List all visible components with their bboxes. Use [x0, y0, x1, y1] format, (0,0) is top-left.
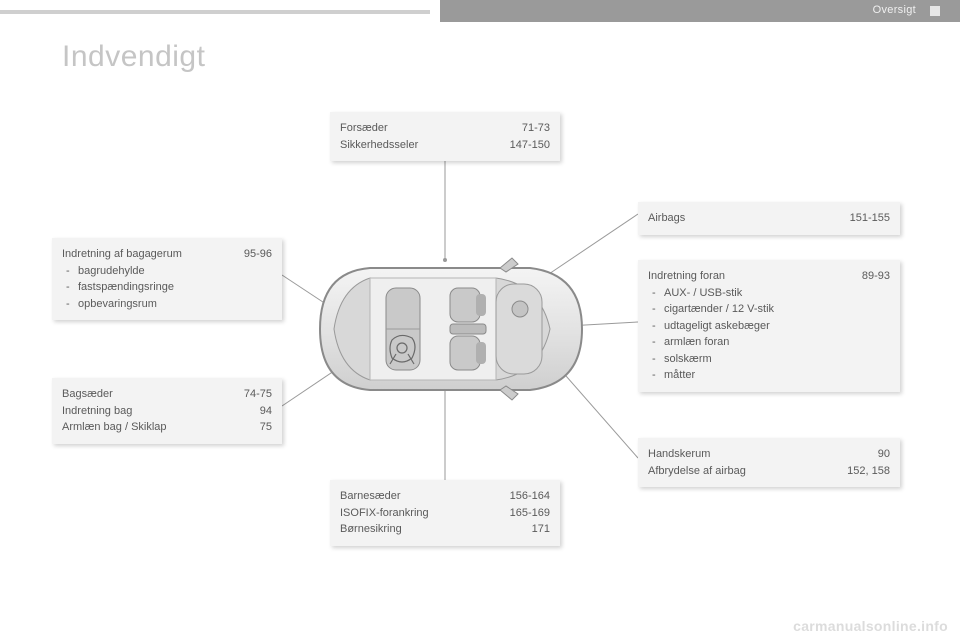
- header-left-rule: [0, 10, 430, 14]
- page-indicator: [930, 6, 940, 16]
- label: ISOFIX-forankring: [340, 505, 429, 522]
- label: Afbrydelse af airbag: [648, 463, 746, 480]
- label: Handskerum: [648, 446, 710, 463]
- box-luggage: Indretning af bagagerum 95-96 bagrudehyld…: [52, 238, 282, 320]
- pages: 165-169: [510, 505, 550, 522]
- pages: 95-96: [244, 246, 272, 263]
- bullet: fastspændingsringe: [62, 279, 272, 296]
- label: Indretning bag: [62, 403, 132, 420]
- box-child-seats: Barnesæder 156-164 ISOFIX-forankring 165-1…: [330, 480, 560, 546]
- label: Sikkerhedsseler: [340, 137, 418, 154]
- pages: 151-155: [850, 210, 890, 227]
- pages: 156-164: [510, 488, 550, 505]
- label: Bagsæder: [62, 386, 113, 403]
- bullet: AUX- / USB-stik: [648, 285, 890, 302]
- pages: 74-75: [244, 386, 272, 403]
- label: Barnesæder: [340, 488, 401, 505]
- label: Armlæn bag / Skiklap: [62, 419, 167, 436]
- pages: 152, 158: [847, 463, 890, 480]
- box-front-seats: Forsæder 71-73 Sikkerhedsseler 147-150: [330, 112, 560, 161]
- section-label: Oversigt: [873, 4, 916, 16]
- pages: 147-150: [510, 137, 550, 154]
- box-glovebox: Handskerum 90 Afbrydelse af airbag 152, 15…: [638, 438, 900, 487]
- pages: 171: [532, 521, 550, 538]
- label: Indretning foran: [648, 268, 725, 285]
- bullet: armlæn foran: [648, 334, 890, 351]
- box-airbags: Airbags 151-155: [638, 202, 900, 235]
- pages: 89-93: [862, 268, 890, 285]
- bullet: opbevaringsrum: [62, 296, 272, 313]
- pages: 75: [260, 419, 272, 436]
- page-title: Indvendigt: [62, 40, 205, 74]
- bullet: solskærm: [648, 351, 890, 368]
- label: Forsæder: [340, 120, 388, 137]
- header-bar: Oversigt: [0, 0, 960, 22]
- label: Indretning af bagagerum: [62, 246, 182, 263]
- bullet: cigartænder / 12 V-stik: [648, 301, 890, 318]
- box-rear-seats: Bagsæder 74-75 Indretning bag 94 Armlæn ba…: [52, 378, 282, 444]
- car-illustration: [300, 254, 600, 404]
- label: Børnesikring: [340, 521, 402, 538]
- watermark: carmanualsonline.info: [793, 618, 948, 634]
- header-right-block: Oversigt: [440, 0, 960, 22]
- bullet: bagrudehylde: [62, 263, 272, 280]
- bullet: måtter: [648, 367, 890, 384]
- pages: 94: [260, 403, 272, 420]
- bullet: udtageligt askebæger: [648, 318, 890, 335]
- box-front-fittings: Indretning foran 89-93 AUX- / USB-stik ci…: [638, 260, 900, 392]
- pages: 90: [878, 446, 890, 463]
- label: Airbags: [648, 210, 685, 227]
- pages: 71-73: [522, 120, 550, 137]
